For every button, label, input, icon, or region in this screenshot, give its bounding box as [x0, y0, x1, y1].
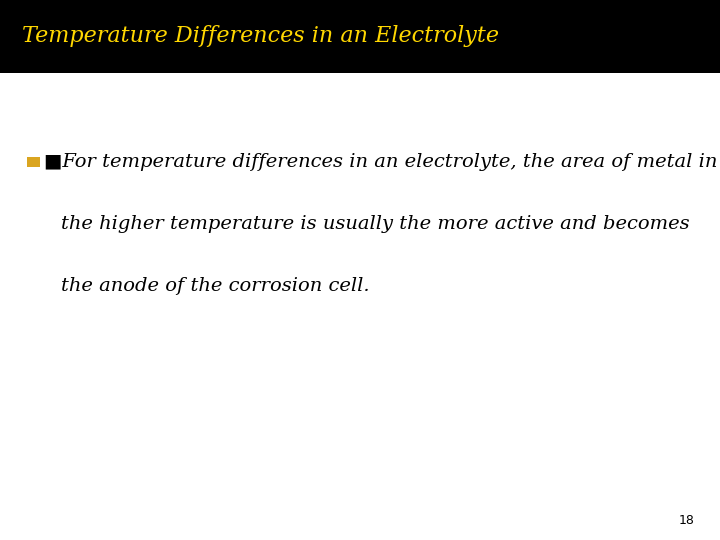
Text: Temperature Differences in an Electrolyte: Temperature Differences in an Electrolyt…: [22, 25, 498, 48]
Text: the higher temperature is usually the more active and becomes: the higher temperature is usually the mo…: [61, 215, 690, 233]
Text: ■For temperature differences in an electrolyte, the area of metal in: ■For temperature differences in an elect…: [44, 153, 717, 171]
FancyBboxPatch shape: [27, 157, 40, 167]
Text: 18: 18: [679, 514, 695, 526]
FancyBboxPatch shape: [0, 0, 720, 73]
Text: the anode of the corrosion cell.: the anode of the corrosion cell.: [61, 277, 370, 295]
